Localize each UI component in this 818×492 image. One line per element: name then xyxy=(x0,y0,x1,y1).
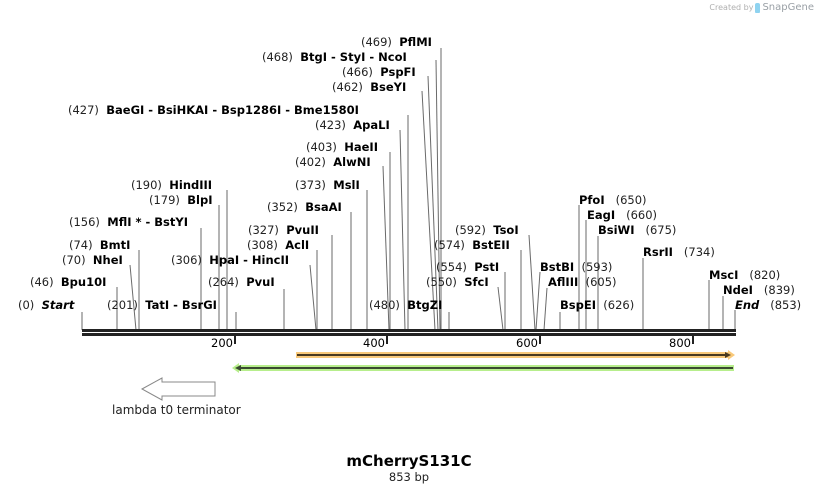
site-label-bsaai[interactable]: (352) BsaAI xyxy=(267,200,342,214)
map-length: 853 bp xyxy=(388,470,430,484)
site-label-bmti[interactable]: (74) BmtI xyxy=(69,238,131,252)
map-title: mCherryS131C xyxy=(346,452,472,470)
site-label-bstbi[interactable]: BstBI (593) xyxy=(540,260,613,274)
site-label-eagi[interactable]: EagI (660) xyxy=(587,208,658,222)
site-label-sfci[interactable]: (550) SfcI xyxy=(426,275,489,289)
site-label-psti[interactable]: (554) PstI xyxy=(436,260,500,274)
site-label-start[interactable]: (0) Start xyxy=(18,298,75,312)
site-label-end[interactable]: End (853) xyxy=(735,298,802,312)
snapgene-branding: Created by SnapGene xyxy=(709,2,814,13)
feature-forward-orange[interactable] xyxy=(296,350,735,360)
site-label-bpu10i[interactable]: (46) Bpu10I xyxy=(30,275,107,289)
ruler-label-200: 200 xyxy=(211,336,233,350)
ruler-ticks xyxy=(234,336,694,344)
site-label-nhei[interactable]: (70) NheI xyxy=(62,253,123,267)
site-label-bsteii[interactable]: (574) BstEII xyxy=(434,238,510,252)
dna-backbone xyxy=(82,329,736,336)
site-label-hindiii[interactable]: (190) HindIII xyxy=(131,178,213,192)
site-connector-lines xyxy=(81,48,736,331)
site-label-pvui[interactable]: (264) PvuI xyxy=(208,275,275,289)
site-label-pflmi[interactable]: (469) PflMI xyxy=(361,35,432,49)
site-label-msci[interactable]: MscI (820) xyxy=(709,268,781,282)
site-label-afliii[interactable]: AflIII (605) xyxy=(548,275,617,289)
site-label-alwni[interactable]: (402) AlwNI xyxy=(295,155,371,169)
created-by-text: Created by xyxy=(709,3,754,12)
site-label-msli[interactable]: (373) MslI xyxy=(295,178,360,192)
site-label-bsiwi[interactable]: BsiWI (675) xyxy=(598,223,677,237)
site-label-haeii[interactable]: (403) HaeII xyxy=(306,140,378,154)
site-label-btgi-group[interactable]: (468) BtgI - StyI - NcoI xyxy=(262,50,407,64)
site-label-blpi[interactable]: (179) BlpI xyxy=(149,193,213,207)
site-label-pvuii[interactable]: (327) PvuII xyxy=(248,223,319,237)
feature-label-lambda-t0-terminator: lambda t0 terminator xyxy=(112,403,241,417)
ruler-label-800: 800 xyxy=(669,336,691,350)
site-label-pfoi[interactable]: PfoI (650) xyxy=(579,193,647,207)
site-label-mfli-bstyi[interactable]: (156) MflI * - BstYI xyxy=(69,215,189,229)
site-label-rsrii[interactable]: RsrII (734) xyxy=(643,245,715,259)
ruler-label-400: 400 xyxy=(363,336,385,350)
lambda-t0-terminator-arrow[interactable] xyxy=(140,377,216,401)
site-label-bspei[interactable]: BspEI (626) xyxy=(560,298,635,312)
snapgene-name: SnapGene xyxy=(762,2,814,13)
site-label-tati-bsrgi[interactable]: (201) TatI - BsrGI xyxy=(107,298,217,312)
site-label-tsoi[interactable]: (592) TsoI xyxy=(455,223,519,237)
snapgene-logo-icon xyxy=(755,2,761,13)
site-label-pspfi[interactable]: (466) PspFI xyxy=(342,65,416,79)
site-label-bseyi[interactable]: (462) BseYI xyxy=(332,80,407,94)
feature-reverse-green[interactable] xyxy=(232,363,734,373)
site-label-btgzi[interactable]: (480) BtgZI xyxy=(369,298,443,312)
site-label-hpai-hincii[interactable]: (306) HpaI - HincII xyxy=(171,253,290,267)
site-label-ndei[interactable]: NdeI (839) xyxy=(723,283,795,297)
site-label-apali[interactable]: (423) ApaLI xyxy=(315,118,390,132)
ruler-label-600: 600 xyxy=(516,336,538,350)
site-label-acli[interactable]: (308) AclI xyxy=(247,238,310,252)
site-label-baegi-group[interactable]: (427) BaeGI - BsiHKAI - Bsp1286I - Bme15… xyxy=(68,103,359,117)
